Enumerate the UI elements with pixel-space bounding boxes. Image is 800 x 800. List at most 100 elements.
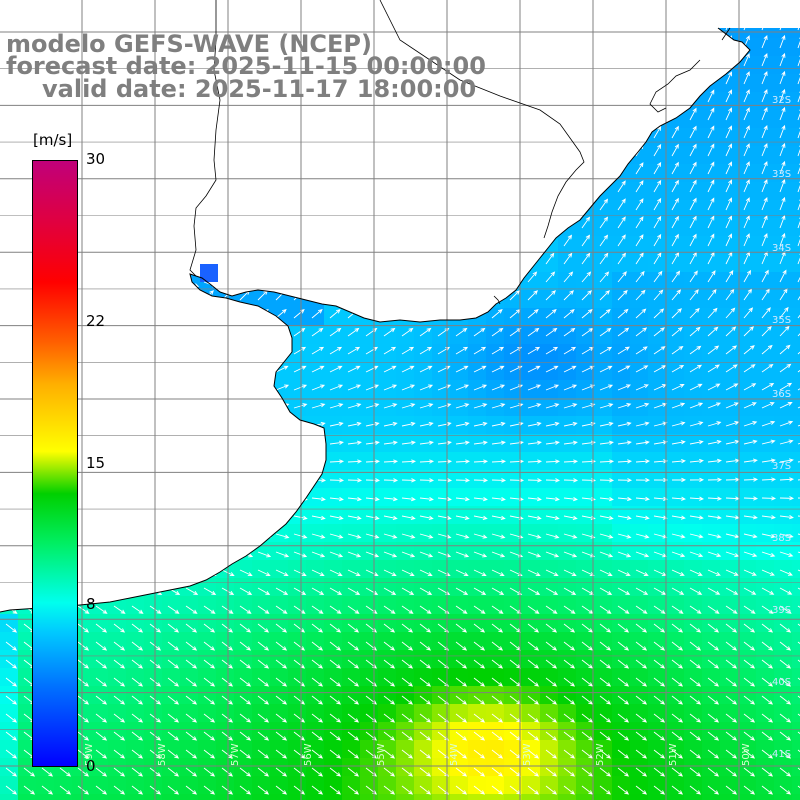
wind-speed-cell (324, 560, 343, 579)
wind-arrow (599, 605, 612, 614)
wind-speed-cell (540, 722, 559, 741)
wind-speed-cell (720, 326, 739, 345)
wind-arrow (599, 496, 614, 502)
wind-arrow (329, 785, 342, 795)
wind-speed-cell (504, 326, 523, 345)
wind-speed-cell (558, 380, 577, 399)
wind-arrow (779, 214, 786, 229)
wind-arrow (311, 308, 323, 319)
wind-arrow (779, 124, 786, 139)
wind-arrow (743, 569, 757, 576)
wind-speed-cell (756, 290, 775, 309)
wind-speed-cell (180, 650, 199, 669)
wind-speed-cell (450, 650, 469, 669)
wind-speed-cell (558, 758, 577, 777)
wind-speed-cell (468, 506, 487, 525)
wind-arrow (77, 713, 90, 723)
wind-arrow (581, 308, 593, 319)
wind-arrow (473, 659, 486, 669)
wind-speed-cell (792, 740, 800, 759)
wind-arrow (761, 34, 768, 49)
wind-arrow (347, 623, 360, 633)
wind-speed-cell (702, 146, 721, 165)
wind-speed-cell (720, 650, 739, 669)
wind-speed-cell (702, 632, 721, 651)
wind-arrow (401, 327, 414, 337)
wind-speed-cell (162, 614, 181, 633)
wind-arrow (725, 364, 738, 373)
wind-arrow (581, 641, 594, 651)
wind-speed-cell (594, 326, 613, 345)
wind-arrow (779, 731, 792, 741)
wind-speed-cell (432, 470, 451, 489)
wind-speed-cell (324, 344, 343, 363)
wind-speed-cell (594, 668, 613, 687)
wind-speed-cell (396, 650, 415, 669)
wind-speed-cell (774, 722, 793, 741)
wind-speed-cell (288, 794, 307, 800)
wind-arrow (203, 605, 216, 614)
wind-arrow (761, 88, 768, 103)
wind-arrow (761, 496, 777, 501)
wind-arrow (599, 533, 614, 539)
wind-arrow (743, 345, 755, 355)
wind-speed-cell (450, 632, 469, 651)
wind-arrow (743, 288, 753, 301)
wind-arrow (185, 695, 198, 705)
wind-speed-cell (396, 758, 415, 777)
wind-speed-cell (288, 524, 307, 543)
wind-speed-cell (648, 398, 667, 417)
wind-arrow (473, 496, 488, 502)
wind-arrow (743, 269, 751, 283)
wind-arrow (689, 383, 703, 391)
wind-arrow (347, 440, 362, 445)
wind-speed-cell (558, 704, 577, 723)
latitude-label: 34S (772, 243, 791, 254)
wind-speed-cell (666, 776, 685, 795)
wind-arrow (779, 439, 794, 445)
wind-arrow (725, 605, 738, 614)
wind-speed-cell (360, 686, 379, 705)
wind-speed-cell (702, 758, 721, 777)
wind-speed-cell (720, 74, 739, 93)
wind-speed-cell (252, 596, 271, 615)
wind-speed-cell (270, 704, 289, 723)
wind-speed-cell (792, 596, 800, 615)
wind-speed-cell (306, 596, 325, 615)
wind-arrow (653, 785, 666, 795)
wind-speed-cell (576, 632, 595, 651)
wind-speed-cell (324, 362, 343, 381)
wind-speed-cell (792, 668, 800, 687)
wind-arrow (779, 623, 792, 633)
wind-arrow (671, 749, 684, 759)
wind-arrow (689, 713, 702, 723)
wind-speed-cell (630, 308, 649, 327)
wind-arrow (401, 569, 415, 577)
wind-arrow (401, 551, 416, 558)
wind-speed-cell (270, 668, 289, 687)
wind-arrow (383, 587, 397, 595)
wind-speed-cell (306, 758, 325, 777)
wind-speed-cell (522, 776, 541, 795)
model-title: modelo GEFS-WAVE (NCEP) (6, 30, 372, 58)
wind-arrow (743, 143, 750, 157)
wind-speed-cell (360, 704, 379, 723)
wind-arrow (365, 551, 380, 558)
wind-speed-cell (0, 722, 19, 741)
wind-speed-cell (468, 380, 487, 399)
wind-speed-cell (432, 686, 451, 705)
border-line (189, 0, 221, 277)
wind-arrow (491, 605, 504, 614)
wind-arrow (311, 659, 324, 669)
wind-speed-cell (684, 416, 703, 435)
wind-arrow (527, 290, 538, 301)
wind-arrow (419, 384, 434, 391)
wind-speed-cell (720, 776, 739, 795)
wind-speed-cell (36, 794, 55, 800)
wind-speed-cell (684, 668, 703, 687)
wind-arrow (689, 345, 702, 355)
wind-arrow (401, 731, 414, 741)
wind-arrow (563, 365, 577, 373)
wind-arrow (599, 234, 609, 247)
